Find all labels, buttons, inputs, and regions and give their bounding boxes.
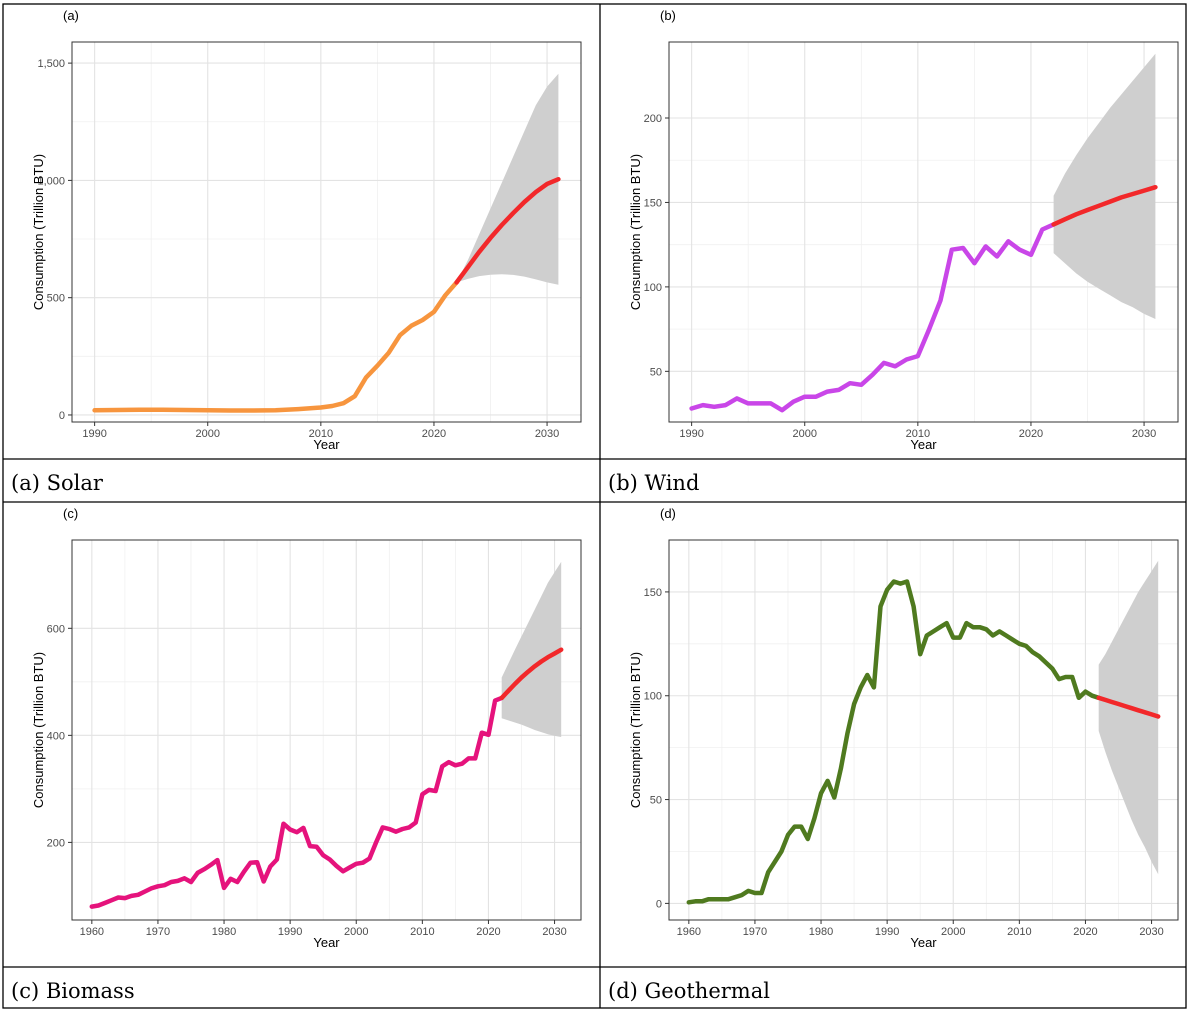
chart-panel-geothermal: 1960 1970 1980 1990 2000 2010 2020 2030 0 50 100 15…	[628, 506, 1179, 950]
y-tick-label: 1,500	[37, 58, 65, 70]
historical-series-line	[89, 695, 504, 909]
x-tick-label: 1980	[809, 926, 833, 938]
y-tick-label: 200	[47, 837, 65, 849]
x-tick-label: 1990	[82, 428, 106, 440]
y-tick-label: 150	[644, 587, 662, 599]
x-tick-label: 2030	[1132, 428, 1156, 440]
historical-series-line	[686, 579, 1101, 905]
x-tick-label: 2020	[1073, 926, 1097, 938]
chart-panel-wind: 1990 2000 2010 2020 2030 50 100 150 200 Year Consu…	[628, 8, 1179, 452]
panel-tag-biomass: (c)	[63, 506, 78, 521]
panel-tag-geothermal: (d)	[660, 506, 676, 521]
x-tick-label: 2000	[792, 428, 816, 440]
y-axis-title: Consumption (Trillion BTU)	[31, 652, 46, 808]
forecast-interval-band	[501, 561, 562, 737]
x-tick-label: 2000	[344, 926, 368, 938]
plot-border	[668, 539, 1179, 921]
forecast-series-line	[1096, 695, 1161, 719]
x-tick-label: 2020	[422, 428, 446, 440]
y-tick-label: 400	[47, 730, 65, 742]
y-axis-title: Consumption (Trillion BTU)	[628, 652, 643, 808]
forecast-series-line	[1051, 184, 1158, 227]
y-tick-label: 150	[644, 197, 662, 209]
x-tick-label: 2030	[1139, 926, 1163, 938]
plot-background	[669, 540, 1178, 920]
x-axis-title: Year	[313, 437, 340, 452]
x-tick-label: 1990	[278, 926, 302, 938]
y-tick-label: 50	[650, 366, 662, 378]
plot-border	[71, 41, 582, 423]
chart-panel-biomass: 1960 1970 1980 1990 2000 2010 2020 2030 200 400 60…	[31, 506, 582, 950]
x-tick-label: 2030	[535, 428, 559, 440]
caption-wind: (b) Wind	[608, 471, 699, 495]
plot-background	[72, 540, 581, 920]
x-tick-label: 1990	[679, 428, 703, 440]
historical-series-line	[92, 280, 459, 413]
x-tick-label: 1960	[677, 926, 701, 938]
x-tick-label: 2010	[309, 428, 333, 440]
x-tick-label: 1960	[80, 926, 104, 938]
caption-solar: (a) Solar	[11, 471, 104, 495]
forecast-series-line	[454, 176, 561, 285]
panel-tag-wind: (b)	[660, 8, 676, 23]
x-tick-label: 2020	[476, 926, 500, 938]
y-tick-label: 600	[47, 623, 65, 635]
y-tick-label: 0	[59, 410, 65, 422]
caption-geothermal: (d) Geothermal	[608, 979, 770, 1003]
x-tick-label: 1990	[875, 926, 899, 938]
table-borders	[2, 3, 1187, 1009]
x-tick-label: 2030	[542, 926, 566, 938]
caption-biomass: (c) Biomass	[11, 979, 135, 1003]
forecast-interval-band	[456, 73, 559, 285]
x-tick-label: 2000	[941, 926, 965, 938]
y-tick-label: 0	[656, 898, 662, 910]
plot-border	[71, 539, 582, 921]
x-axis-title: Year	[910, 437, 937, 452]
y-axis-title: Consumption (Trillion BTU)	[31, 154, 46, 310]
forecast-interval-band	[1053, 53, 1156, 320]
y-tick-label: 1,000	[37, 175, 65, 187]
x-tick-label: 1970	[146, 926, 170, 938]
panel-tag-solar: (a)	[63, 8, 79, 23]
x-axis-title: Year	[313, 935, 340, 950]
historical-series-line	[689, 222, 1056, 413]
y-tick-label: 100	[644, 691, 662, 703]
y-tick-label: 200	[644, 113, 662, 125]
x-tick-label: 2000	[195, 428, 219, 440]
x-tick-label: 2010	[1007, 926, 1031, 938]
x-tick-label: 2010	[410, 926, 434, 938]
forecast-series-line	[499, 647, 564, 701]
forecast-interval-band	[1098, 560, 1159, 875]
chart-panel-solar: 1990 2000 2010 2020 2030 0 500 1,000 1,500 Year Co…	[31, 8, 582, 452]
x-tick-label: 1980	[212, 926, 236, 938]
y-axis-title: Consumption (Trillion BTU)	[628, 154, 643, 310]
y-tick-label: 500	[47, 293, 65, 305]
plot-border	[668, 41, 1179, 423]
x-tick-label: 2020	[1019, 428, 1043, 440]
y-tick-label: 100	[644, 282, 662, 294]
x-tick-label: 2010	[906, 428, 930, 440]
x-axis-title: Year	[910, 935, 937, 950]
x-tick-label: 1970	[743, 926, 767, 938]
y-tick-label: 50	[650, 795, 662, 807]
